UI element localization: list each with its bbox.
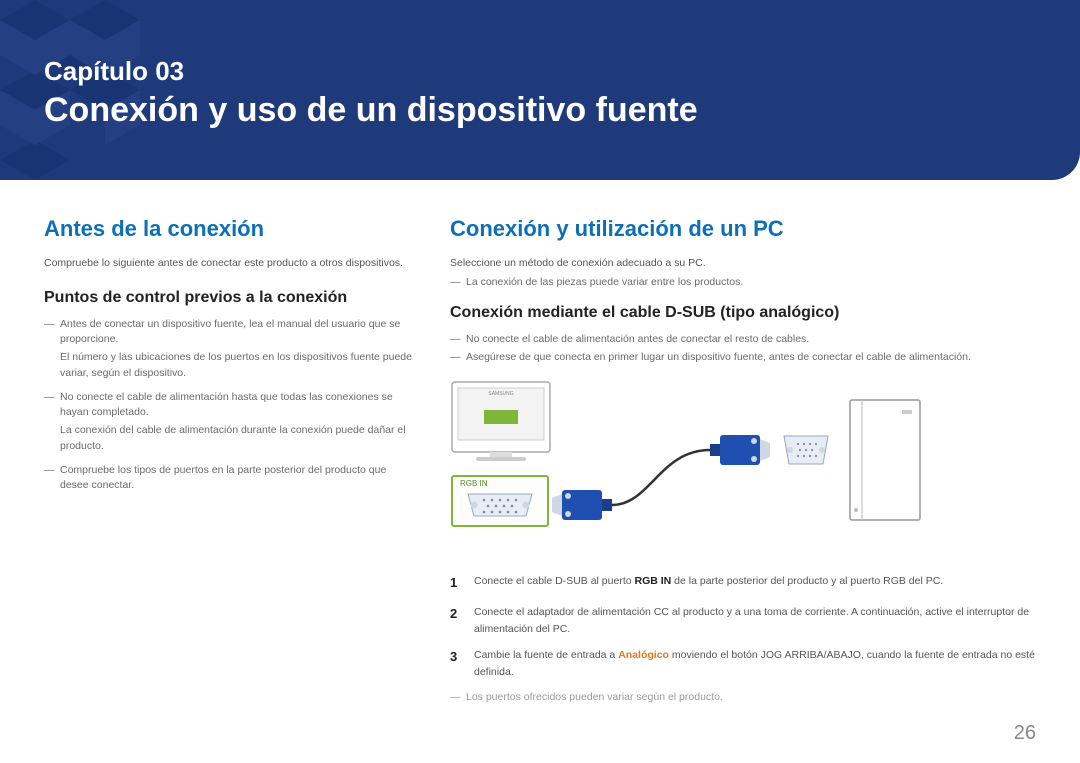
list-item: No conecte el cable de alimentación ante… — [450, 332, 1036, 348]
step-number: 1 — [450, 573, 462, 594]
chapter-hero: Capítulo 03 Conexión y uso de un disposi… — [0, 0, 1080, 180]
pc-tower-icon — [850, 400, 920, 520]
list-item-sub: La conexión del cable de alimentación du… — [60, 423, 414, 455]
footnote: Los puertos ofrecidos pueden variar segú… — [450, 691, 1036, 703]
checkpoint-list: Antes de conectar un dispositivo fuente,… — [44, 317, 414, 495]
step-text: Cambie la fuente de entrada a Analógico … — [474, 647, 1036, 681]
monitor-port-highlight-icon — [484, 410, 518, 424]
step-text: Conecte el adaptador de alimentación CC … — [474, 604, 1036, 638]
section-intro: Seleccione un método de conexión adecuad… — [450, 256, 1036, 271]
step-number: 2 — [450, 604, 462, 638]
monitor-brand-label: SAMSUNG — [488, 391, 513, 397]
warning-text: Asegúrese de que conecta en primer lugar… — [466, 350, 1036, 366]
note-text: La conexión de las piezas puede variar e… — [466, 276, 743, 288]
list-item-main: Antes de conectar un dispositivo fuente,… — [60, 318, 400, 346]
section-subheading: Conexión mediante el cable D-SUB (tipo a… — [450, 304, 1036, 322]
dsub-connector-left-icon — [552, 490, 612, 520]
page-content: Antes de la conexión Compruebe lo siguie… — [0, 180, 1080, 703]
cable-icon — [612, 450, 710, 505]
section-heading: Antes de la conexión — [44, 216, 414, 242]
port-label: RGB IN — [460, 479, 488, 488]
dsub-connector-right-icon — [710, 435, 770, 465]
step-list: 1 Conecte el cable D-SUB al puerto RGB I… — [450, 573, 1036, 681]
section-before-connection: Antes de la conexión Compruebe lo siguie… — [44, 216, 414, 703]
pc-vga-port-icon — [784, 436, 828, 464]
chapter-number: Capítulo 03 — [44, 56, 698, 87]
list-item-main: No conecte el cable de alimentación hast… — [60, 391, 393, 419]
section-intro: Compruebe lo siguiente antes de conectar… — [44, 256, 414, 271]
list-item-sub: El número y las ubicaciones de los puert… — [60, 350, 414, 382]
step-item: 1 Conecte el cable D-SUB al puerto RGB I… — [450, 573, 1036, 594]
list-item: Antes de conectar un dispositivo fuente,… — [44, 317, 414, 382]
chapter-title: Conexión y uso de un dispositivo fuente — [44, 91, 698, 130]
list-item-main: Compruebe los tipos de puertos en la par… — [60, 464, 386, 492]
note-list: La conexión de las piezas puede variar e… — [450, 275, 1036, 291]
list-item: Compruebe los tipos de puertos en la par… — [44, 463, 414, 495]
vga-port-icon — [468, 494, 532, 516]
step-text: Conecte el cable D-SUB al puerto RGB IN … — [474, 573, 943, 594]
connection-diagram: SAMSUNG RGB IN — [450, 380, 1036, 555]
step-item: 2 Conecte el adaptador de alimentación C… — [450, 604, 1036, 638]
step-number: 3 — [450, 647, 462, 681]
list-item: No conecte el cable de alimentación hast… — [44, 390, 414, 455]
list-item: Asegúrese de que conecta en primer lugar… — [450, 350, 1036, 366]
warning-text: No conecte el cable de alimentación ante… — [466, 333, 809, 345]
page-number: 26 — [1014, 722, 1036, 745]
section-heading: Conexión y utilización de un PC — [450, 216, 1036, 242]
step-item: 3 Cambie la fuente de entrada a Analógic… — [450, 647, 1036, 681]
section-pc-connection: Conexión y utilización de un PC Seleccio… — [450, 216, 1036, 703]
list-item: La conexión de las piezas puede variar e… — [450, 275, 1036, 291]
warning-list: No conecte el cable de alimentación ante… — [450, 332, 1036, 366]
section-subheading: Puntos de control previos a la conexión — [44, 289, 414, 307]
